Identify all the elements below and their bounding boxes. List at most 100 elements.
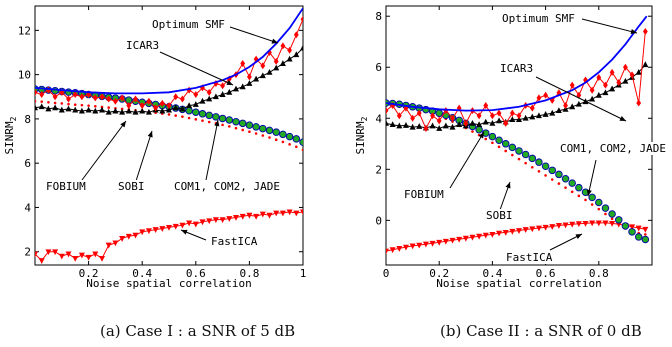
panel-a-point-icar3 xyxy=(146,97,152,105)
panel-b-y-axis-label: SINRM2 xyxy=(354,116,369,154)
panel-a-point-icar3 xyxy=(52,93,58,101)
panel-b-y-tick-label: 4 xyxy=(375,112,382,125)
panel-a-point-icar3 xyxy=(287,46,292,54)
panel-b-point-icar3 xyxy=(609,68,615,76)
panel-b-point-fastica xyxy=(569,221,576,228)
panel-a-annotation-arrowhead xyxy=(226,80,233,85)
panel-b-point-fobium xyxy=(429,122,436,129)
panel-a-point-com1-com2-jade xyxy=(228,125,231,128)
panel-b-plot-frame xyxy=(385,5,653,266)
panel-b-point-fastica xyxy=(422,241,429,248)
panel-a-point-com1-com2-jade xyxy=(234,126,238,130)
panel-b-point-icar3 xyxy=(543,91,548,99)
panel-b-point-com1-com2-jade xyxy=(610,217,614,221)
panel-a-point-icar3 xyxy=(180,95,185,103)
panel-a-annotation-arrow xyxy=(81,120,127,181)
panel-a-y-tick-label: 8 xyxy=(24,113,31,126)
panel-a-y-tick-label: 4 xyxy=(24,201,31,214)
panel-b-line-fobium xyxy=(386,64,646,130)
panel-b-annotation-label: ICAR3 xyxy=(500,62,533,75)
panel-a-x-tick-label: 1 xyxy=(300,267,307,280)
panel-b-annotation-sobi: SOBI xyxy=(485,181,514,222)
panel-a-line-fastica xyxy=(35,211,303,262)
panel-b-point-fobium xyxy=(622,77,629,84)
panel-b-series-optimum-smf xyxy=(386,15,648,112)
panel-a-point-fobium xyxy=(132,108,139,115)
panel-a-y-axis-label: SINRM2 xyxy=(3,116,18,154)
panel-b-point-fobium xyxy=(522,114,529,121)
panel-b-point-com1-com2-jade xyxy=(517,157,521,161)
panel-b-point-fastica xyxy=(609,221,616,227)
panel-b-point-sobi xyxy=(528,154,537,163)
panel-b-point-fastica xyxy=(389,247,396,254)
panel-b-point-fobium xyxy=(496,117,503,124)
panel-a-point-com1-com2-jade xyxy=(94,104,97,108)
panel-b-point-icar3 xyxy=(516,112,522,120)
panel-a-annotation-label: ICAR3 xyxy=(126,39,159,52)
panel-b-point-sobi xyxy=(621,222,630,230)
panel-b-point-icar3 xyxy=(629,71,635,79)
caption-b: (b) Case II : a SNR of 0 dB xyxy=(440,322,642,340)
panel-a-point-com1-com2-jade xyxy=(261,134,265,137)
caption-a: (a) Case I : a SNR of 5 dB xyxy=(100,322,296,340)
panel-a-point-icar3 xyxy=(247,73,252,81)
panel-a-series-optimum-smf xyxy=(35,7,303,95)
panel-a-x-tick-label: 0.8 xyxy=(239,267,259,280)
panel-a-annotation-icar3: ICAR3 xyxy=(125,39,234,86)
panel-a-annotation-arrowhead xyxy=(181,229,188,235)
panel-b-point-fastica xyxy=(449,237,456,244)
panel-b-point-icar3 xyxy=(616,79,622,87)
panel-a-point-icar3 xyxy=(159,99,165,107)
panel-b-point-com1-com2-jade xyxy=(557,182,561,185)
panel-b-annotation-bg xyxy=(499,62,535,75)
panel-b-point-fobium xyxy=(535,112,542,119)
panel-a-point-fobium xyxy=(199,97,206,104)
panel-a-point-fastica xyxy=(78,252,85,259)
panel-a-point-fobium xyxy=(300,44,303,51)
panel-a-point-fobium xyxy=(279,60,286,66)
panel-b-point-fobium xyxy=(642,61,649,68)
panel-a-point-fastica xyxy=(246,212,253,219)
panel-b-x-axis-label: Noise spatial correlation xyxy=(436,277,602,290)
panel-b-point-icar3 xyxy=(503,119,509,127)
panel-b-point-sobi xyxy=(488,132,497,141)
panel-b-annotation-arrowhead xyxy=(478,132,484,139)
panel-a-point-com1-com2-jade xyxy=(47,100,50,104)
panel-b-annotation-arrowhead xyxy=(586,189,592,196)
panel-a-point-fobium xyxy=(233,85,239,92)
panel-a-point-fastica xyxy=(266,212,273,219)
panel-a-point-icar3 xyxy=(293,31,299,39)
panel-a-point-fastica xyxy=(132,232,139,239)
panel-a-y-tick-label: 6 xyxy=(24,157,31,170)
panel-a-point-com1-com2-jade xyxy=(295,145,298,149)
panel-b-point-sobi xyxy=(555,170,563,179)
panel-b-point-sobi xyxy=(588,193,596,202)
panel-a-point-fastica xyxy=(112,240,119,247)
panel-b-point-fastica xyxy=(456,236,463,243)
panel-a-annotation-bg xyxy=(45,180,88,193)
panel-b-point-fobium xyxy=(602,89,609,96)
panel-b-point-com1-com2-jade xyxy=(597,207,601,211)
panel-b-point-fobium xyxy=(449,123,456,130)
panel-a-point-icar3 xyxy=(300,15,303,23)
panel-a-point-fastica xyxy=(85,254,92,261)
panel-a-point-fobium xyxy=(105,108,112,115)
panel-b-series-fobium xyxy=(386,61,649,131)
panel-b-annotation-bg xyxy=(505,251,554,264)
panel-a-point-com1-com2-jade xyxy=(221,123,224,127)
panel-b-point-sobi xyxy=(601,204,610,212)
panel-a-point-icar3 xyxy=(106,95,112,103)
panel-b-point-icar3 xyxy=(490,112,495,120)
panel-b-annotation-bg xyxy=(403,188,446,201)
panel-a-point-icar3 xyxy=(72,91,78,99)
panel-a-point-icar3 xyxy=(99,93,105,101)
panel-a-point-sobi xyxy=(212,113,220,121)
panel-a-point-fastica xyxy=(45,249,52,256)
panel-a-point-fobium xyxy=(58,106,65,113)
panel-a-point-fastica xyxy=(286,209,293,216)
panel-a-point-icar3 xyxy=(133,95,138,103)
panel-b-point-fobium xyxy=(575,100,582,107)
panel-b-point-fastica xyxy=(549,224,556,230)
panel-b-point-fobium xyxy=(442,122,449,129)
